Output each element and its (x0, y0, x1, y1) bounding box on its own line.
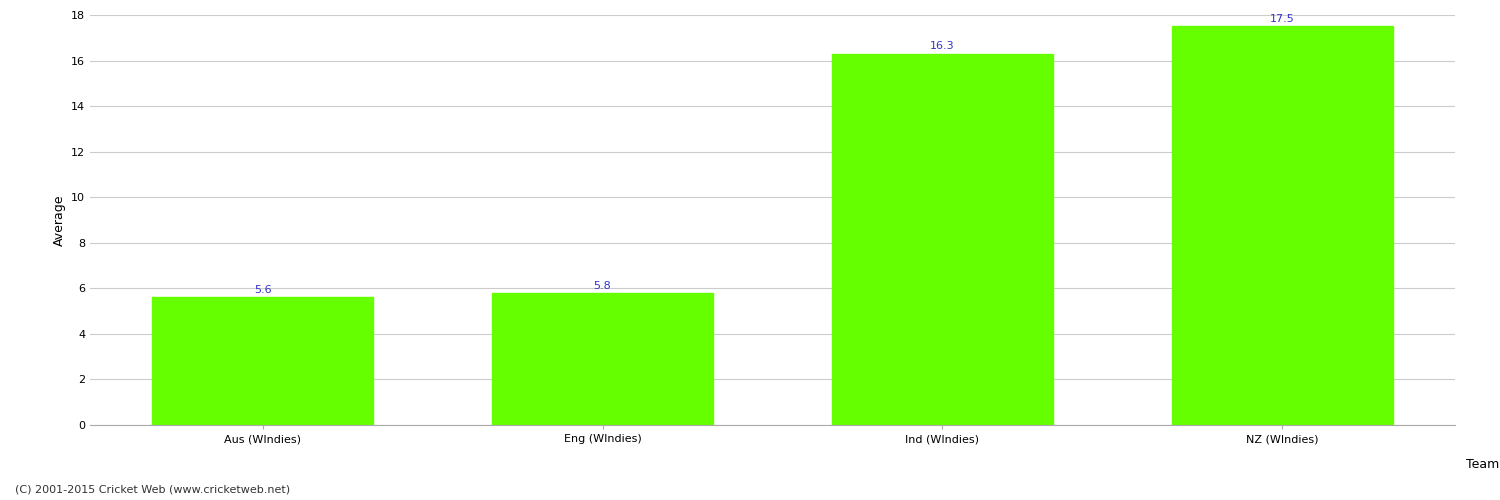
Text: 16.3: 16.3 (930, 42, 956, 51)
Text: (C) 2001-2015 Cricket Web (www.cricketweb.net): (C) 2001-2015 Cricket Web (www.cricketwe… (15, 485, 290, 495)
X-axis label: Team: Team (1466, 458, 1498, 471)
Bar (1172, 26, 1394, 425)
Text: 5.6: 5.6 (254, 285, 272, 295)
Y-axis label: Average: Average (53, 194, 66, 246)
Bar (833, 54, 1053, 425)
Bar (152, 298, 374, 425)
Text: 17.5: 17.5 (1270, 14, 1294, 24)
Bar (492, 293, 712, 425)
Text: 5.8: 5.8 (594, 280, 612, 290)
